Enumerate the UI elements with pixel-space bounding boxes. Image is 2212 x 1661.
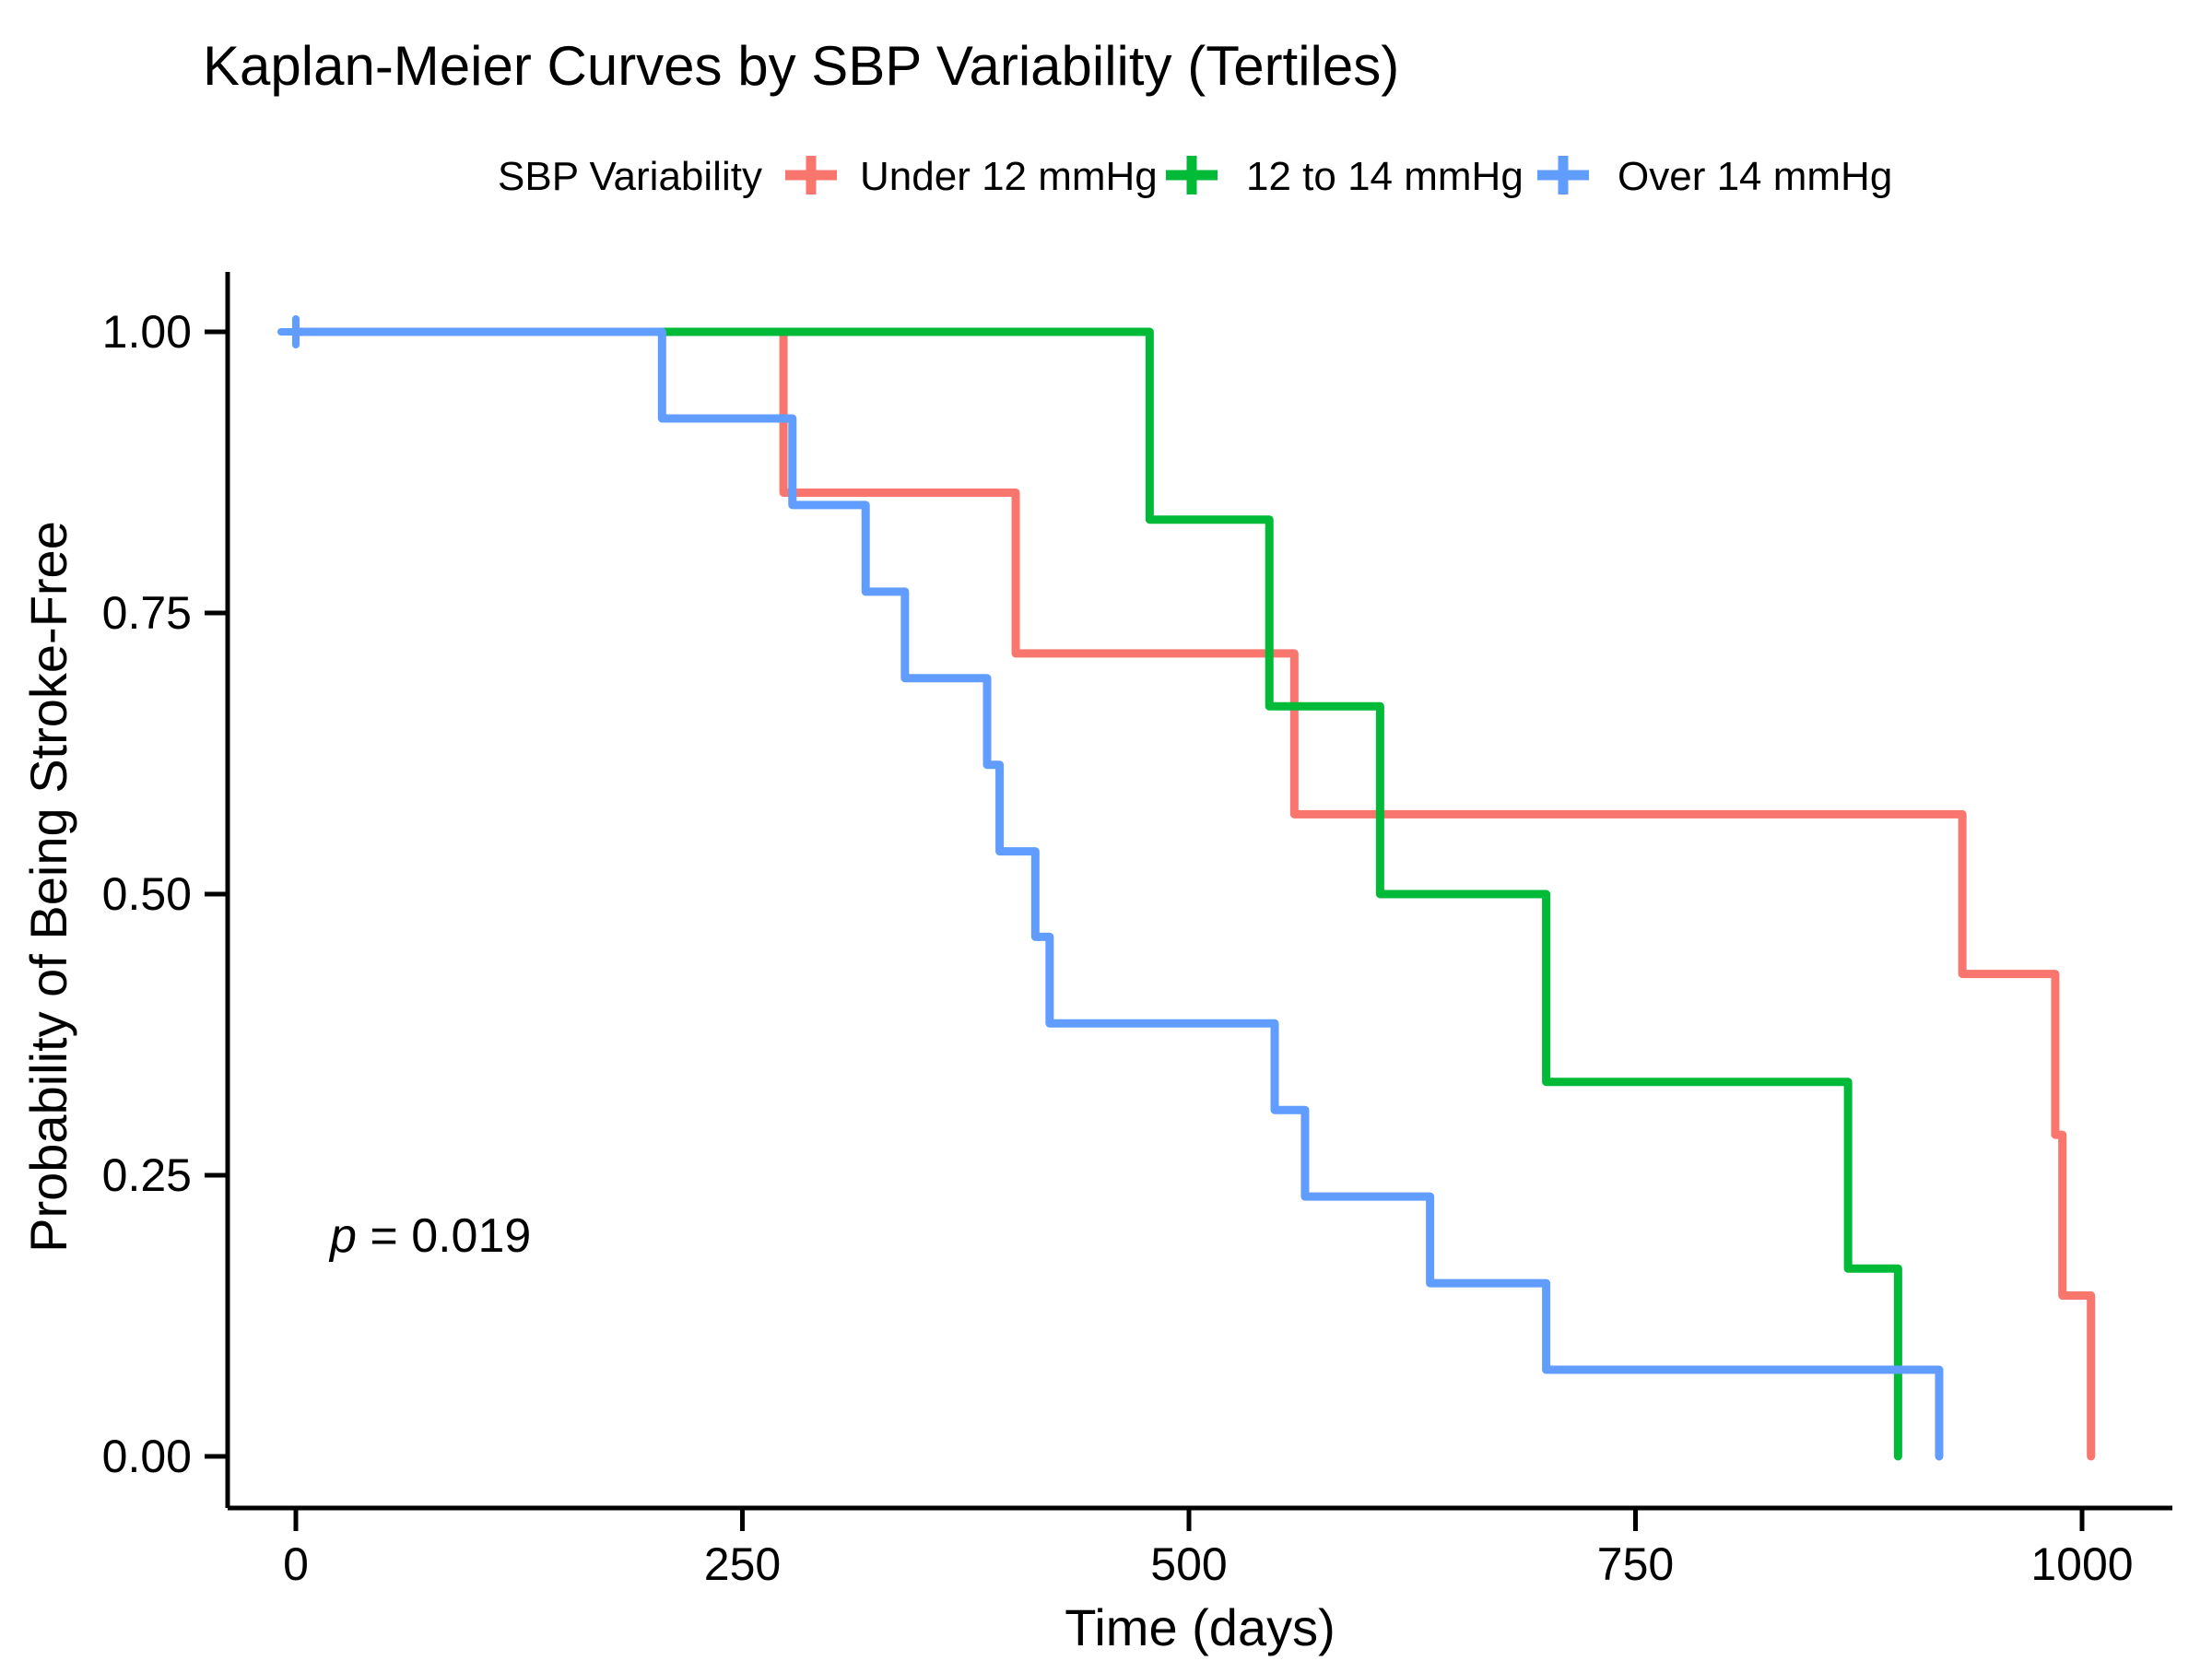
chart-title: Kaplan-Meier Curves by SBP Variability (… bbox=[203, 35, 1399, 97]
y-tick-label: 1.00 bbox=[102, 306, 192, 358]
p-symbol: p bbox=[328, 1209, 357, 1263]
x-tick-label: 1000 bbox=[2030, 1538, 2133, 1590]
y-axis-title: Probability of Being Stroke-Free bbox=[19, 521, 77, 1253]
p-value-annotation: p = 0.019 bbox=[328, 1209, 531, 1263]
x-tick-label: 250 bbox=[704, 1538, 781, 1590]
legend-glyphs bbox=[785, 156, 1589, 194]
y-tick-label: 0.75 bbox=[102, 587, 192, 639]
x-tick-label: 0 bbox=[283, 1538, 309, 1590]
y-tick-label: 0.25 bbox=[102, 1149, 192, 1201]
km-curve-under-12-mmhg bbox=[291, 327, 2096, 1461]
x-axis-ticks: 0 250 500 750 1000 bbox=[283, 1508, 2134, 1590]
y-axis-ticks: 1.00 0.75 0.50 0.25 0.00 bbox=[102, 306, 228, 1482]
legend-label-12-to-14: 12 to 14 mmHg bbox=[1246, 154, 1524, 199]
legend-label-over-14: Over 14 mmHg bbox=[1618, 154, 1892, 199]
x-tick-label: 750 bbox=[1597, 1538, 1674, 1590]
legend: SBP Variability Under 12 mmHg 12 to 14 m… bbox=[498, 154, 1892, 199]
x-axis-title: Time (days) bbox=[1065, 1598, 1335, 1656]
legend-title: SBP Variability bbox=[498, 154, 762, 199]
legend-label-under-12: Under 12 mmHg bbox=[860, 154, 1158, 199]
censor-marks bbox=[277, 315, 314, 348]
y-tick-label: 0.50 bbox=[102, 868, 192, 920]
survival-curves bbox=[291, 327, 2096, 1461]
km-curve-12-to-14-mmhg bbox=[291, 327, 1902, 1461]
x-tick-label: 500 bbox=[1150, 1538, 1227, 1590]
km-curve-over-14-mmhg bbox=[291, 327, 1944, 1461]
y-tick-label: 0.00 bbox=[102, 1431, 192, 1482]
p-value-text: = 0.019 bbox=[370, 1209, 531, 1263]
